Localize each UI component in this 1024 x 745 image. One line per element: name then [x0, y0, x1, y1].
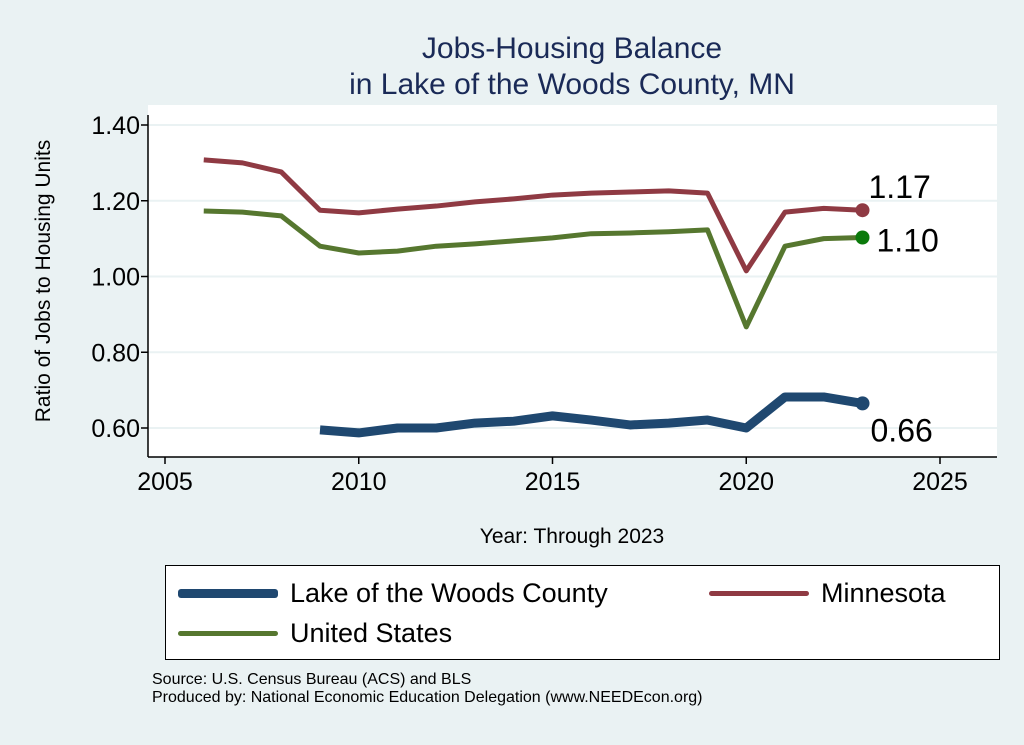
end-point-marker: [855, 203, 870, 218]
legend-item-county: Lake of the Woods County: [178, 578, 608, 609]
legend-item-minnesota: Minnesota: [709, 578, 946, 609]
x-tick-label: 2010: [331, 468, 387, 496]
end-value-label: 1.17: [869, 169, 931, 205]
legend-label: Minnesota: [821, 578, 946, 608]
x-tick-label: 2015: [525, 468, 581, 496]
legend-swatch: [709, 591, 809, 596]
y-tick-label: 1.20: [91, 188, 140, 216]
chart-title-line1: Jobs-Housing Balance: [422, 32, 722, 65]
legend-label: United States: [290, 618, 453, 648]
x-tick-label: 2005: [137, 468, 193, 496]
end-value-label: 1.10: [877, 222, 939, 258]
series-line: [319, 392, 864, 438]
y-tick-label: 0.80: [91, 339, 140, 367]
legend: Lake of the Woods County Minnesota Unite…: [165, 565, 1000, 660]
legend-item-us: United States: [178, 618, 452, 649]
legend-label: Lake of the Woods County: [290, 578, 608, 608]
producer-note: Produced by: National Economic Education…: [152, 689, 703, 706]
y-tick-label: 1.00: [91, 264, 140, 292]
chart-title-line2: in Lake of the Woods County, MN: [349, 68, 795, 101]
series-line: [203, 157, 863, 274]
source-note: Source: U.S. Census Bureau (ACS) and BLS: [152, 671, 472, 688]
plot-area: [148, 105, 997, 457]
y-tick-label: 1.40: [91, 112, 140, 140]
y-tick-label: 0.60: [91, 415, 140, 443]
x-axis-label: Year: Through 2023: [480, 525, 665, 548]
legend-swatch: [178, 589, 278, 598]
end-value-label: 0.66: [871, 412, 933, 448]
legend-swatch: [178, 631, 278, 636]
end-point-marker: [855, 396, 870, 411]
y-axis-label: Ratio of Jobs to Housing Units: [32, 140, 55, 422]
end-point-marker: [855, 230, 870, 245]
x-tick-label: 2020: [718, 468, 774, 496]
series-line: [203, 208, 863, 330]
x-tick-label: 2025: [912, 468, 968, 496]
